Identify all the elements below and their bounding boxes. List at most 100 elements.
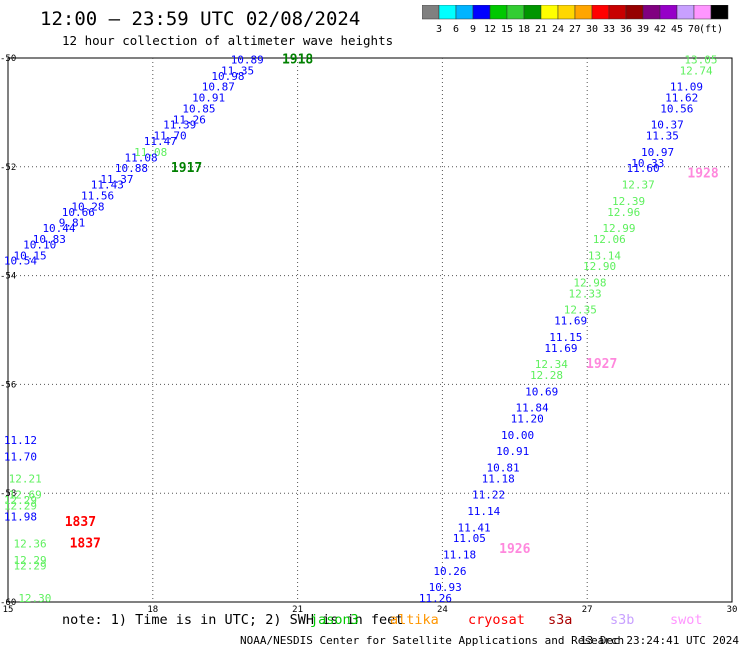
data-point-label: 11.26 (419, 592, 452, 605)
data-point-label: 12.29 (4, 494, 37, 507)
data-point-label: 11.26 (173, 113, 206, 126)
x-tick-label: 18 (147, 605, 158, 615)
pass-time-label: 1927 (586, 357, 617, 372)
data-point-label: 10.15 (13, 249, 46, 262)
y-tick-label: -54 (0, 272, 16, 282)
data-point-label: 11.37 (100, 173, 133, 186)
legend-altika: altika (390, 612, 439, 628)
data-point-label: 10.10 (23, 238, 56, 251)
pass-time-label: 1926 (499, 542, 530, 557)
data-point-label: 10.81 (487, 461, 520, 474)
data-point-label: 13.14 (588, 249, 621, 262)
data-point-label: 11.18 (482, 472, 515, 485)
data-point-label: 12.28 (530, 369, 563, 382)
colorbar-label: 15 (501, 24, 513, 35)
data-point-label: 11.70 (153, 130, 186, 143)
data-point-label: 10.00 (501, 429, 534, 442)
data-point-label: 11.56 (81, 189, 114, 202)
data-point-label: 12.34 (535, 358, 568, 371)
data-point-label: 10.33 (631, 157, 664, 170)
pass-time-label: 1837 (70, 537, 101, 552)
colorbar-label: 30 (586, 24, 598, 35)
data-point-label: 10.66 (62, 206, 95, 219)
x-tick-label: 21 (292, 605, 303, 615)
y-tick-label: -50 (0, 54, 16, 64)
data-point-label: 12.69 (9, 489, 42, 502)
data-point-label: 12.37 (622, 179, 655, 192)
data-point-label: 11.20 (511, 412, 544, 425)
data-point-label: 11.12 (4, 434, 37, 447)
y-tick-label: -52 (0, 163, 16, 173)
colorbar-label: 6 (453, 24, 459, 35)
wave-height-colorbar: 3 6 9 12 15 18 21 24 27 30 33 36 39 42 45 70(ft) (422, 5, 729, 35)
data-point-label: 11.60 (626, 162, 659, 175)
data-point-label: 10.88 (115, 162, 148, 175)
colorbar-label: 70 (688, 24, 700, 35)
data-point-label: 10.93 (429, 581, 462, 594)
data-point-label: 12.36 (13, 538, 46, 551)
data-point-label: 10.28 (71, 200, 104, 213)
pass-time-label: 1837 (65, 515, 96, 530)
data-point-label: 12.21 (9, 472, 42, 485)
data-point-label: 12.35 (564, 304, 597, 317)
y-tick-label: -58 (0, 489, 16, 499)
data-point-label: 10.69 (525, 385, 558, 398)
data-point-label: 12.74 (680, 64, 713, 77)
data-point-label: 11.39 (163, 119, 196, 132)
pass-time-label: 1928 (687, 167, 718, 182)
credit-text: NOAA/NESDIS Center for Satellite Applica… (240, 634, 625, 647)
data-point-label: 9.81 (59, 217, 86, 230)
data-point-label: 11.62 (665, 92, 698, 105)
y-tick-label: -56 (0, 380, 16, 390)
data-point-label: 10.85 (182, 102, 215, 115)
data-point-label: 11.08 (134, 146, 167, 159)
data-point-label: 11.43 (91, 179, 124, 192)
data-point-label: 10.26 (433, 565, 466, 578)
colorbar-label: 36 (620, 24, 632, 35)
x-tick-label: 27 (582, 605, 593, 615)
colorbar-label: 12 (484, 24, 496, 35)
colorbar-label: 18 (518, 24, 530, 35)
timestamp-text: 13 Dec 23:24:41 UTC 2024 (580, 634, 739, 647)
colorbar-swatch (710, 5, 729, 20)
data-point-label: 13.05 (684, 53, 717, 66)
data-point-label: 11.14 (467, 505, 500, 518)
x-tick-label: 24 (437, 605, 448, 615)
y-tick-label: -60 (0, 598, 16, 608)
legend-swot: swot (670, 612, 703, 628)
colorbar-label: 24 (552, 24, 564, 35)
x-tick-label: 15 (3, 605, 14, 615)
data-point-label: 12.29 (13, 559, 46, 572)
data-point-label: 11.05 (453, 532, 486, 545)
chart-subtitle: 12 hour collection of altimeter wave hei… (62, 33, 394, 48)
data-point-label: 10.98 (211, 70, 244, 83)
colorbar-label: 27 (569, 24, 581, 35)
chart-title: 12:00 — 23:59 UTC 02/08/2024 (40, 8, 361, 30)
footnote: note: 1) Time is in UTC; 2) SWH is in fe… (62, 612, 404, 628)
pass-time-label: 1917 (171, 161, 202, 176)
data-point-label: 12.33 (569, 287, 602, 300)
data-point-label: 10.56 (660, 102, 693, 115)
legend-s3a: s3a (548, 612, 573, 628)
data-point-label: 11.35 (221, 64, 254, 77)
pass-time-label: 1918 (282, 52, 313, 67)
data-point-label: 12.06 (593, 233, 626, 246)
data-point-label: 10.91 (192, 92, 225, 105)
data-point-label: 12.29 (13, 554, 46, 567)
data-point-label: 11.22 (472, 489, 505, 502)
data-point-label: 12.39 (612, 195, 645, 208)
data-point-label: 11.15 (549, 331, 582, 344)
colorbar-label: 42 (654, 24, 666, 35)
data-point-label: 12.90 (583, 260, 616, 273)
data-point-label: 12.29 (4, 500, 37, 513)
data-point-label: 11.98 (4, 510, 37, 523)
colorbar-label: 39 (637, 24, 649, 35)
data-point-label: 11.35 (646, 130, 679, 143)
x-tick-label: 30 (727, 605, 738, 615)
data-point-label: 12.99 (602, 222, 635, 235)
colorbar-label: 45 (671, 24, 683, 35)
colorbar-label: 33 (603, 24, 615, 35)
colorbar-label: 21 (535, 24, 547, 35)
data-point-label: 10.83 (33, 233, 66, 246)
